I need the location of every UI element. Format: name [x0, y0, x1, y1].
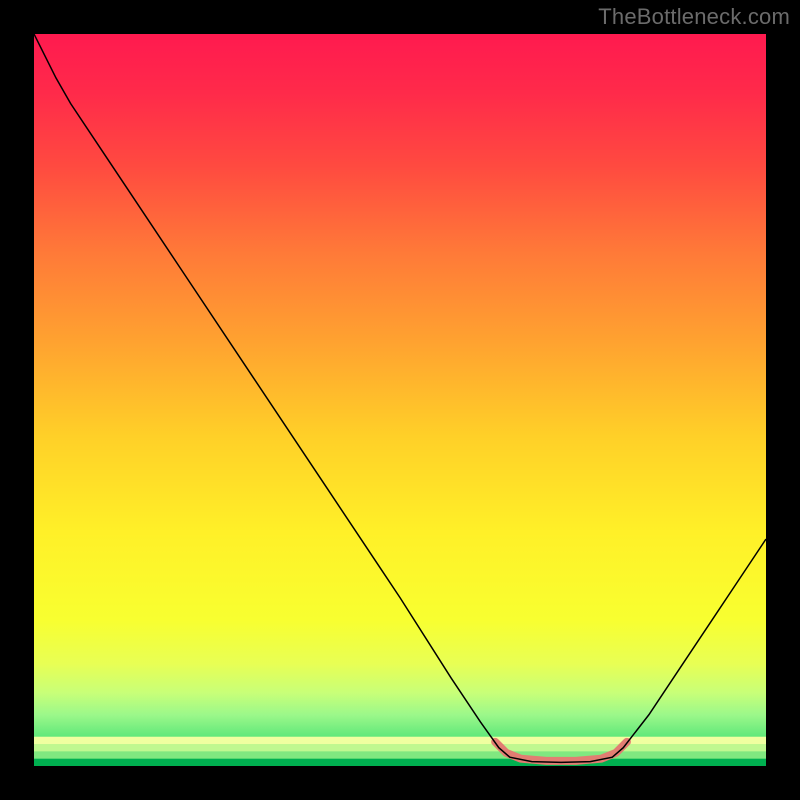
chart-frame: TheBottleneck.com: [0, 0, 800, 800]
bottom-green-band: [34, 737, 766, 766]
watermark-text: TheBottleneck.com: [598, 4, 790, 30]
plot-area: [34, 34, 766, 766]
bottleneck-chart-svg: [34, 34, 766, 766]
background-gradient: [34, 34, 766, 766]
